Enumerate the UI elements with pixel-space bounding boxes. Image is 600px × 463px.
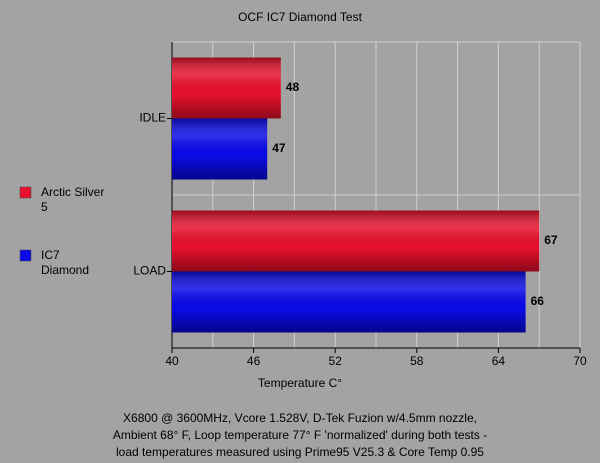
data-label: 48 — [286, 80, 300, 94]
legend-swatch — [19, 249, 32, 262]
x-tick-label: 40 — [165, 354, 179, 368]
footnote: load temperatures measured using Prime95… — [116, 445, 484, 459]
x-tick-label: 52 — [329, 354, 343, 368]
x-tick-label: 58 — [410, 354, 424, 368]
bar-shade — [172, 271, 526, 333]
x-axis-label: Temperature C° — [258, 376, 342, 390]
y-tick-label: IDLE — [139, 111, 166, 125]
data-label: 47 — [272, 141, 286, 155]
data-label: 67 — [544, 233, 558, 247]
x-tick-label: 70 — [573, 354, 587, 368]
legend-label: Arctic Silver 5 — [41, 185, 104, 214]
legend-swatch — [19, 186, 32, 199]
x-tick-label: 64 — [492, 354, 506, 368]
bar-shade — [172, 118, 268, 180]
legend-label: IC7 Diamond — [41, 248, 89, 277]
x-tick-label: 46 — [247, 354, 261, 368]
chart-title: OCF IC7 Diamond Test — [238, 10, 362, 24]
footnote: Ambient 68° F, Loop temperature 77° F 'n… — [113, 428, 487, 442]
footnote: X6800 @ 3600MHz, Vcore 1.528V, D-Tek Fuz… — [123, 411, 477, 425]
data-label: 66 — [531, 294, 545, 308]
bar-shade — [172, 210, 540, 272]
y-tick-label: LOAD — [133, 264, 166, 278]
bar-shade — [172, 57, 281, 119]
